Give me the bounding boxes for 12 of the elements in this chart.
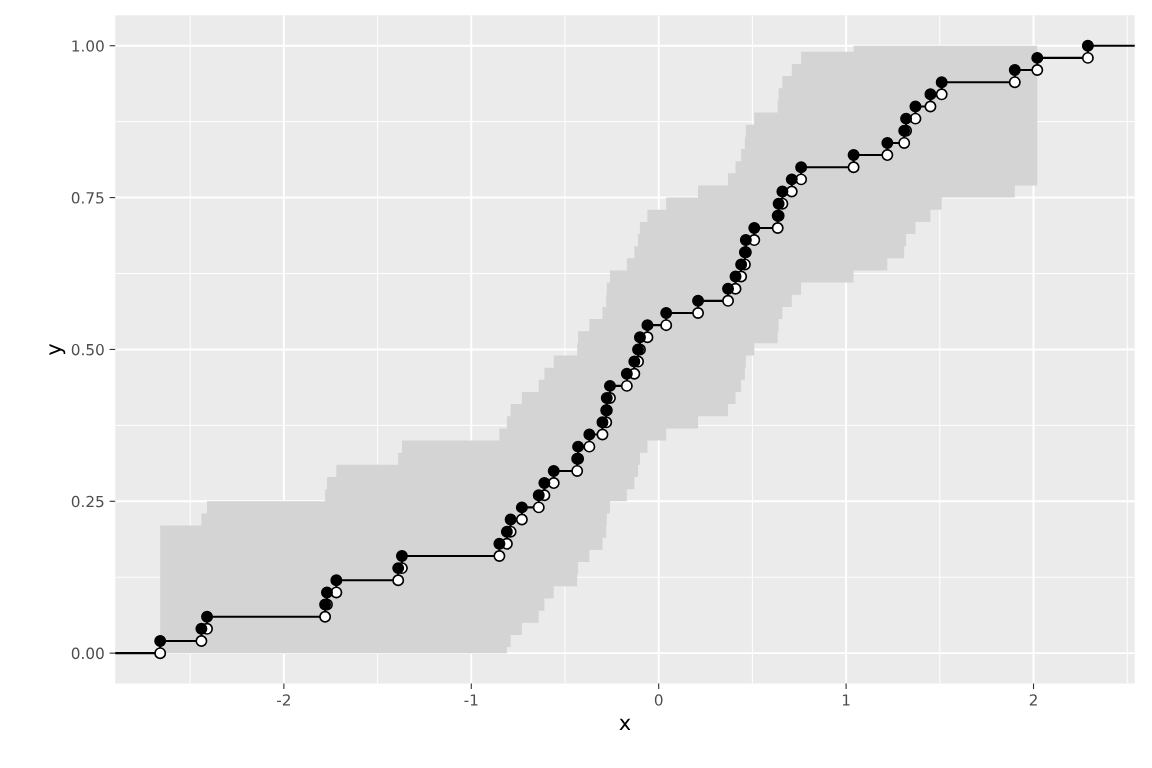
y-tick-label: 0.00 (71, 647, 104, 660)
x-axis-title: x (619, 718, 631, 731)
x-tick-label: -1 (464, 694, 478, 706)
x-tick-label: 1 (842, 694, 850, 706)
y-tick-label: 0.25 (71, 495, 104, 508)
y-tick-label: 0.50 (71, 343, 104, 356)
x-tick-label: -2 (277, 694, 290, 706)
x-tick-label: 2 (1029, 694, 1037, 706)
y-axis-title: y (49, 343, 66, 355)
y-tick-label: 0.75 (71, 192, 104, 204)
x-tick-label: 0 (654, 694, 663, 706)
y-tick-label: 1.00 (72, 40, 104, 52)
